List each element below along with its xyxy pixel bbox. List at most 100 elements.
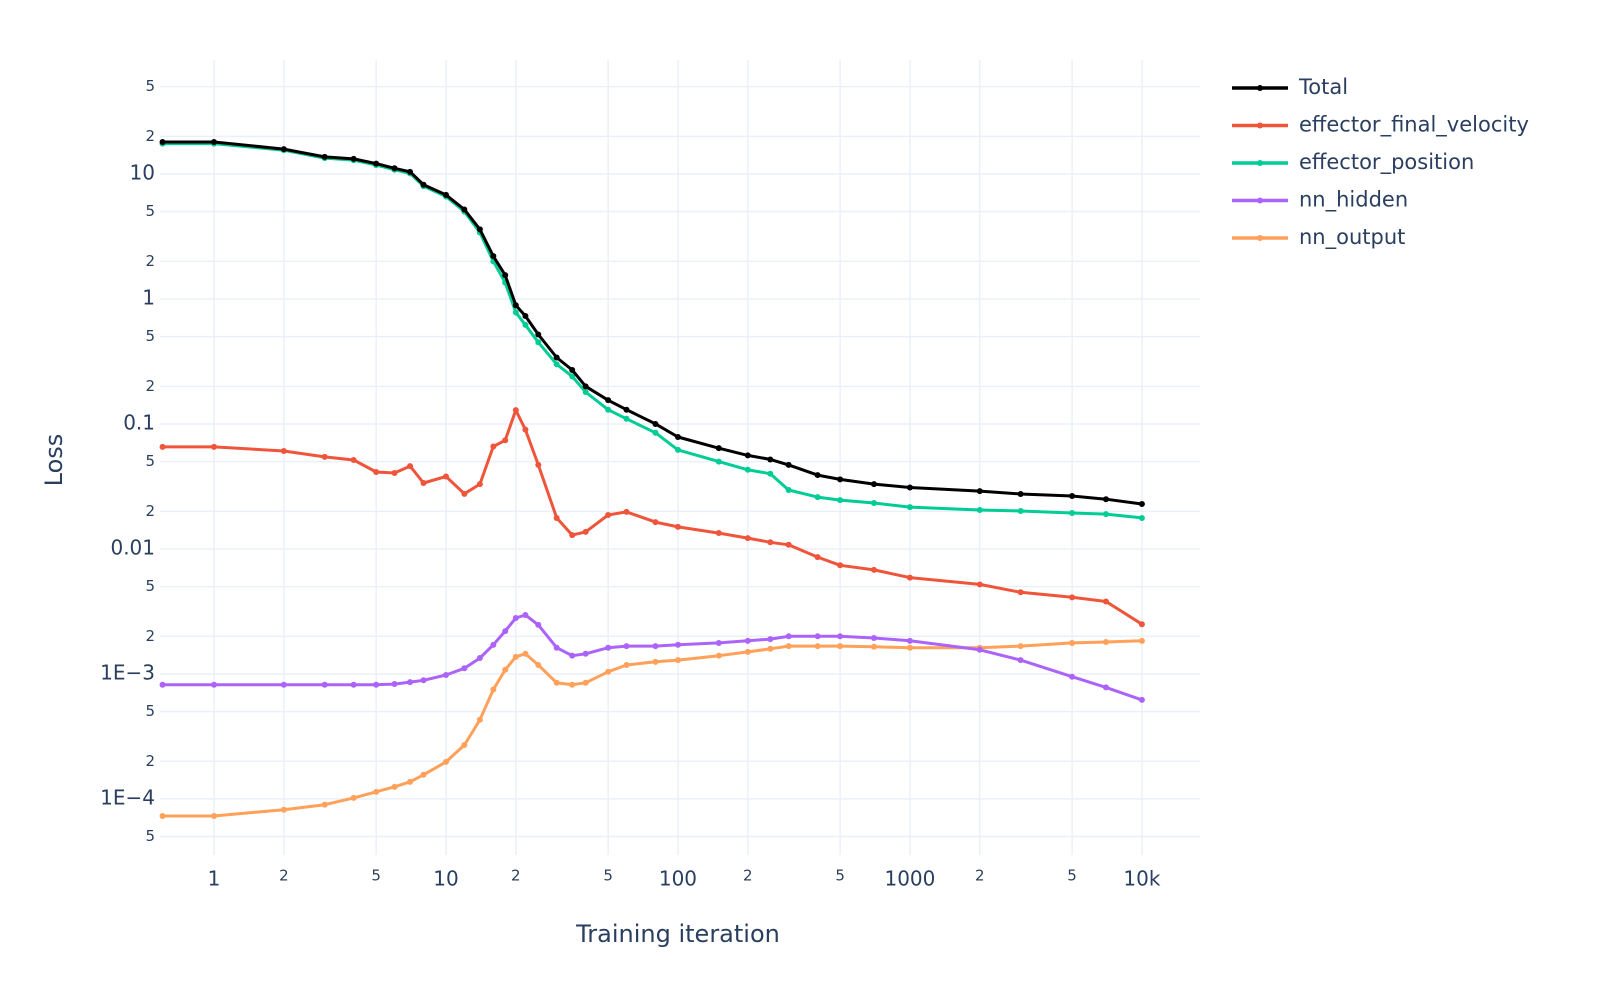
data-point — [1017, 657, 1024, 664]
data-point — [211, 443, 218, 450]
data-point — [871, 481, 878, 488]
data-point — [1138, 500, 1145, 507]
data-point — [785, 487, 792, 494]
data-point — [490, 443, 497, 450]
data-point — [837, 476, 844, 483]
y-tick-label: 2 — [145, 752, 155, 770]
series — [159, 140, 1145, 521]
data-point — [407, 679, 414, 686]
data-point — [837, 633, 844, 640]
data-point — [906, 484, 913, 491]
data-point — [211, 681, 218, 688]
data-point — [715, 639, 722, 646]
data-point — [502, 272, 509, 279]
data-point — [553, 679, 560, 686]
data-point — [744, 637, 751, 644]
data-point — [553, 644, 560, 651]
data-point — [674, 434, 681, 441]
series-line — [162, 639, 1142, 818]
data-point — [1069, 509, 1076, 516]
data-point — [906, 644, 913, 651]
x-tick-label: 2 — [511, 867, 521, 885]
data-point — [976, 488, 983, 495]
data-point — [1102, 639, 1109, 646]
data-point — [652, 420, 659, 427]
data-point — [837, 643, 844, 650]
data-point — [652, 643, 659, 650]
data-point — [1017, 491, 1024, 498]
data-point — [321, 453, 328, 460]
data-point — [814, 643, 821, 650]
data-point — [522, 612, 529, 619]
data-point — [159, 443, 166, 450]
data-point — [1069, 594, 1076, 601]
data-point — [623, 406, 630, 413]
data-point — [569, 681, 576, 688]
data-point — [1069, 673, 1076, 680]
data-point — [553, 514, 560, 521]
data-point — [512, 309, 519, 316]
x-tick-label: 5 — [1067, 867, 1077, 885]
data-point — [767, 636, 774, 643]
x-tick-label: 5 — [835, 867, 845, 885]
data-point — [871, 634, 878, 641]
y-tick-label: 1E−4 — [100, 785, 155, 809]
legend-label: Total — [1298, 75, 1348, 99]
data-point — [652, 429, 659, 436]
data-point — [652, 658, 659, 665]
data-point — [582, 383, 589, 390]
data-point — [1138, 621, 1145, 628]
data-point — [407, 168, 414, 175]
data-point — [569, 373, 576, 380]
data-point — [407, 463, 414, 470]
data-point — [569, 532, 576, 539]
data-point — [512, 302, 519, 309]
data-point — [461, 490, 468, 497]
data-point — [420, 479, 427, 486]
x-tick-label: 2 — [279, 867, 289, 885]
data-point — [976, 581, 983, 588]
data-point — [569, 367, 576, 374]
data-point — [976, 506, 983, 513]
series — [159, 139, 1145, 507]
data-point — [582, 528, 589, 535]
data-point — [373, 788, 380, 795]
data-point — [1102, 684, 1109, 691]
legend-label: nn_hidden — [1299, 188, 1408, 213]
data-point — [420, 677, 427, 684]
data-point — [476, 655, 483, 662]
x-tick-label: 2 — [743, 867, 753, 885]
data-point — [605, 406, 612, 413]
data-point — [1138, 514, 1145, 521]
legend-marker — [1257, 122, 1263, 129]
data-point — [321, 801, 328, 808]
data-point — [350, 456, 357, 463]
data-point — [211, 139, 218, 146]
data-point — [1102, 496, 1109, 503]
data-point — [744, 535, 751, 542]
data-point — [350, 794, 357, 801]
data-point — [373, 468, 380, 475]
data-point — [674, 523, 681, 530]
data-point — [535, 621, 542, 628]
data-point — [522, 426, 529, 433]
data-point — [512, 615, 519, 622]
series — [159, 612, 1145, 703]
x-tick-label: 1 — [208, 867, 221, 891]
data-point — [535, 331, 542, 338]
x-tick-label: 100 — [659, 867, 697, 891]
series-line — [162, 613, 1143, 702]
data-point — [373, 160, 380, 167]
data-point — [350, 155, 357, 162]
data-point — [767, 456, 774, 463]
y-tick-label: 2 — [145, 377, 155, 395]
y-tick-label: 5 — [145, 327, 155, 345]
data-point — [582, 650, 589, 657]
data-point — [871, 500, 878, 507]
data-point — [715, 458, 722, 465]
data-point — [582, 389, 589, 396]
data-point — [715, 530, 722, 537]
y-tick-label: 0.1 — [123, 410, 155, 434]
data-point — [391, 165, 398, 172]
